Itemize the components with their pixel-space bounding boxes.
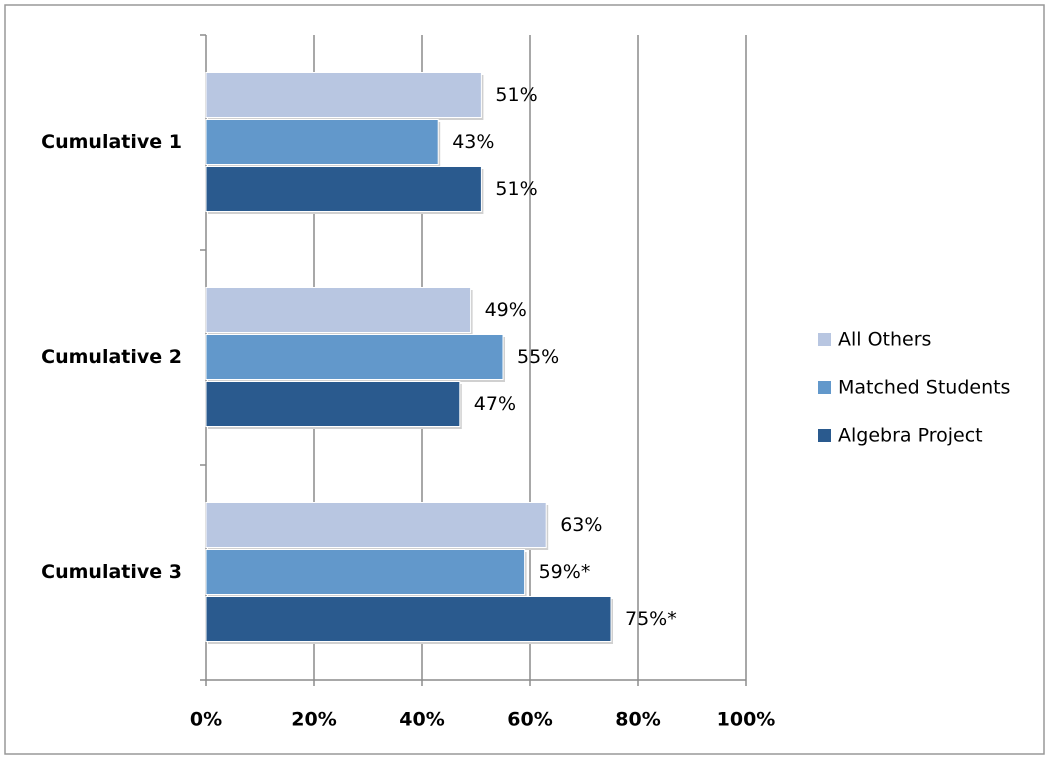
bar: [205, 502, 547, 548]
x-tick-label: 60%: [507, 709, 552, 731]
data-label: 59%*: [539, 561, 591, 583]
x-tick-label: 80%: [615, 709, 660, 731]
x-tick-label: 20%: [291, 709, 336, 731]
bar: [205, 549, 526, 595]
bar: [205, 166, 482, 212]
data-label: 63%: [560, 514, 602, 536]
bar: [205, 119, 439, 165]
data-label: 49%: [485, 299, 527, 321]
x-tick-label: 0%: [190, 709, 222, 731]
legend-swatch: [818, 333, 831, 346]
y-tick-label: Cumulative 1: [41, 131, 182, 153]
x-tick-label: 40%: [399, 709, 444, 731]
y-tick-label: Cumulative 3: [41, 561, 182, 583]
data-label: 51%: [495, 178, 537, 200]
data-label: 75%*: [625, 608, 677, 630]
data-label: 55%: [517, 346, 559, 368]
data-label: 47%: [474, 393, 516, 415]
y-tick-label: Cumulative 2: [41, 346, 182, 368]
x-tick-label: 100%: [717, 709, 776, 731]
legend-swatch: [818, 381, 831, 394]
legend-swatch: [818, 429, 831, 442]
bar: [205, 287, 472, 333]
bar: [205, 334, 504, 380]
legend-label: All Others: [838, 329, 931, 351]
legend-label: Matched Students: [838, 377, 1010, 399]
data-label: 51%: [495, 84, 537, 106]
data-label: 43%: [452, 131, 494, 153]
bar: [205, 596, 612, 642]
bar: [205, 381, 461, 427]
bar: [205, 72, 482, 118]
legend-label: Algebra Project: [838, 425, 983, 447]
